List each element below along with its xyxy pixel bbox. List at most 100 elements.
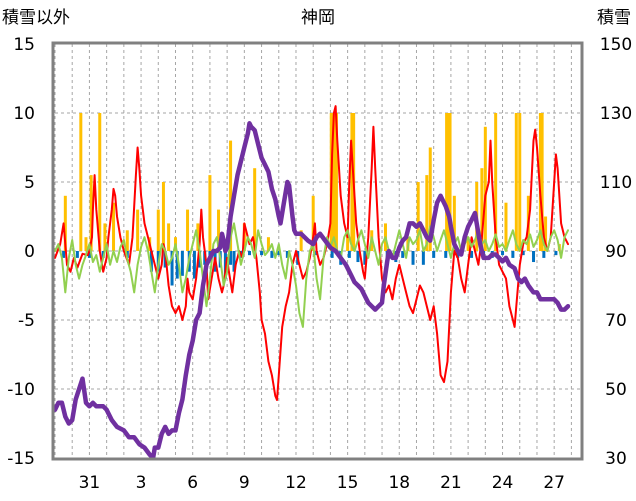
snowfall-bar — [125, 230, 129, 251]
x-tick-label: 6 — [187, 473, 198, 493]
precipitation-bar — [62, 251, 66, 258]
x-tick-label: 21 — [440, 473, 462, 493]
precipitation-bar — [432, 251, 436, 258]
snow_depth-line — [52, 121, 571, 461]
snowfall-bar — [161, 182, 165, 251]
snowfall-bar — [63, 195, 67, 251]
snowfall-bar — [98, 113, 102, 251]
left-tick-label: -10 — [7, 380, 35, 400]
left-tick-label: 15 — [13, 35, 35, 55]
snowfall-bar — [186, 209, 190, 251]
precipitation-bar — [232, 251, 236, 272]
left-axis-title: 積雪以外 — [2, 8, 70, 28]
left-tick-label: 0 — [24, 242, 35, 262]
right-tick-label: 90 — [605, 242, 627, 262]
left-tick-label: -5 — [18, 311, 35, 331]
precipitation-bar — [270, 251, 274, 258]
snowfall-bar — [480, 168, 484, 251]
precipitation-bar — [363, 251, 367, 265]
right-axis-ticks: 150 130 110 90 70 50 30 — [600, 35, 632, 469]
right-tick-label: 50 — [605, 380, 627, 400]
snowfall-bar — [544, 216, 548, 251]
precipitation-bar — [470, 251, 474, 258]
x-tick-label: 24 — [492, 473, 514, 493]
snowfall-bar — [518, 113, 522, 251]
left-tick-label: -15 — [7, 449, 35, 469]
precipitation-bar — [411, 251, 415, 265]
snowfall-bar — [79, 113, 83, 251]
x-tick-label: 31 — [79, 473, 101, 493]
x-axis-ticks: 31 3 6 9 12 15 18 21 24 27 — [79, 473, 565, 493]
x-tick-label: 18 — [388, 473, 410, 493]
precipitation-bar — [192, 251, 196, 279]
left-axis-ticks: 15 10 5 0 -5 -10 -15 — [7, 35, 35, 469]
snowfall-bar — [229, 140, 233, 251]
precipitation-bar — [532, 251, 536, 263]
snowfall-bar — [428, 147, 432, 251]
snowfall-bar — [331, 113, 335, 251]
lines-layer — [52, 105, 571, 461]
precipitation-bar — [198, 251, 202, 268]
precipitation-bar — [229, 251, 233, 265]
x-tick-label: 15 — [337, 473, 359, 493]
precipitation-bar — [75, 251, 79, 258]
x-tick-label: 9 — [239, 473, 250, 493]
x-tick-label: 12 — [285, 473, 307, 493]
snowfall-bar — [167, 223, 171, 251]
precipitation-bar — [554, 251, 558, 256]
precipitation-bar — [501, 251, 505, 256]
snowfall-bar — [208, 175, 212, 251]
precipitation-bar — [170, 251, 174, 286]
precipitation-bar — [401, 251, 405, 258]
snowfall-bar — [466, 237, 470, 251]
right-tick-label: 150 — [600, 35, 632, 55]
snowfall-bar — [346, 230, 350, 251]
snowfall-bar — [333, 113, 337, 251]
precipitation-bar — [456, 251, 460, 258]
precipitation-bar — [511, 251, 515, 258]
snowfall-bar — [494, 113, 498, 251]
precipitation-bar — [330, 251, 334, 258]
snowfall-bar — [445, 113, 449, 251]
precipitation-bar — [260, 251, 264, 256]
plot-frame — [51, 41, 584, 461]
right-axis-title: 積雪 — [597, 8, 631, 28]
right-tick-label: 30 — [605, 449, 627, 469]
right-tick-label: 70 — [605, 311, 627, 331]
snowfall-bar — [514, 113, 518, 251]
x-tick-label: 3 — [136, 473, 147, 493]
precipitation-bar — [149, 251, 153, 272]
precipitation-bar — [542, 251, 546, 258]
snowfall-bar — [136, 209, 140, 251]
snowfall-bar — [350, 113, 354, 251]
snowfall-bar — [311, 195, 315, 251]
snowfall-bar — [446, 113, 450, 251]
precipitation-bar — [347, 251, 351, 258]
snowfall-bar — [483, 126, 487, 251]
precipitation-bar — [175, 251, 179, 279]
snowfall-bar — [89, 175, 93, 251]
precipitation-bar — [248, 251, 252, 256]
precipitation-bar — [444, 251, 448, 258]
snowfall-bar — [416, 182, 420, 251]
snowfall-bar — [504, 202, 508, 251]
snowfall-bar — [217, 209, 221, 251]
snowfall-bar — [266, 237, 270, 251]
snowfall-bar — [452, 195, 456, 251]
right-tick-label: 110 — [600, 173, 632, 193]
snowfall-bar — [156, 209, 160, 251]
precipitation-bar — [521, 251, 525, 256]
precipitation-bar — [87, 251, 91, 258]
precipitation-bar — [277, 251, 281, 256]
wind-line — [54, 222, 569, 328]
snowfall-bar — [84, 237, 88, 251]
left-tick-label: 10 — [13, 104, 35, 124]
left-tick-label: 5 — [24, 173, 35, 193]
precipitation-bar — [421, 251, 425, 265]
precipitation-bar — [285, 251, 289, 258]
snowfall-bar — [112, 202, 116, 251]
snowfall-bar — [540, 113, 544, 251]
snowfall-bar — [334, 113, 338, 251]
snowfall-bar — [103, 223, 107, 251]
